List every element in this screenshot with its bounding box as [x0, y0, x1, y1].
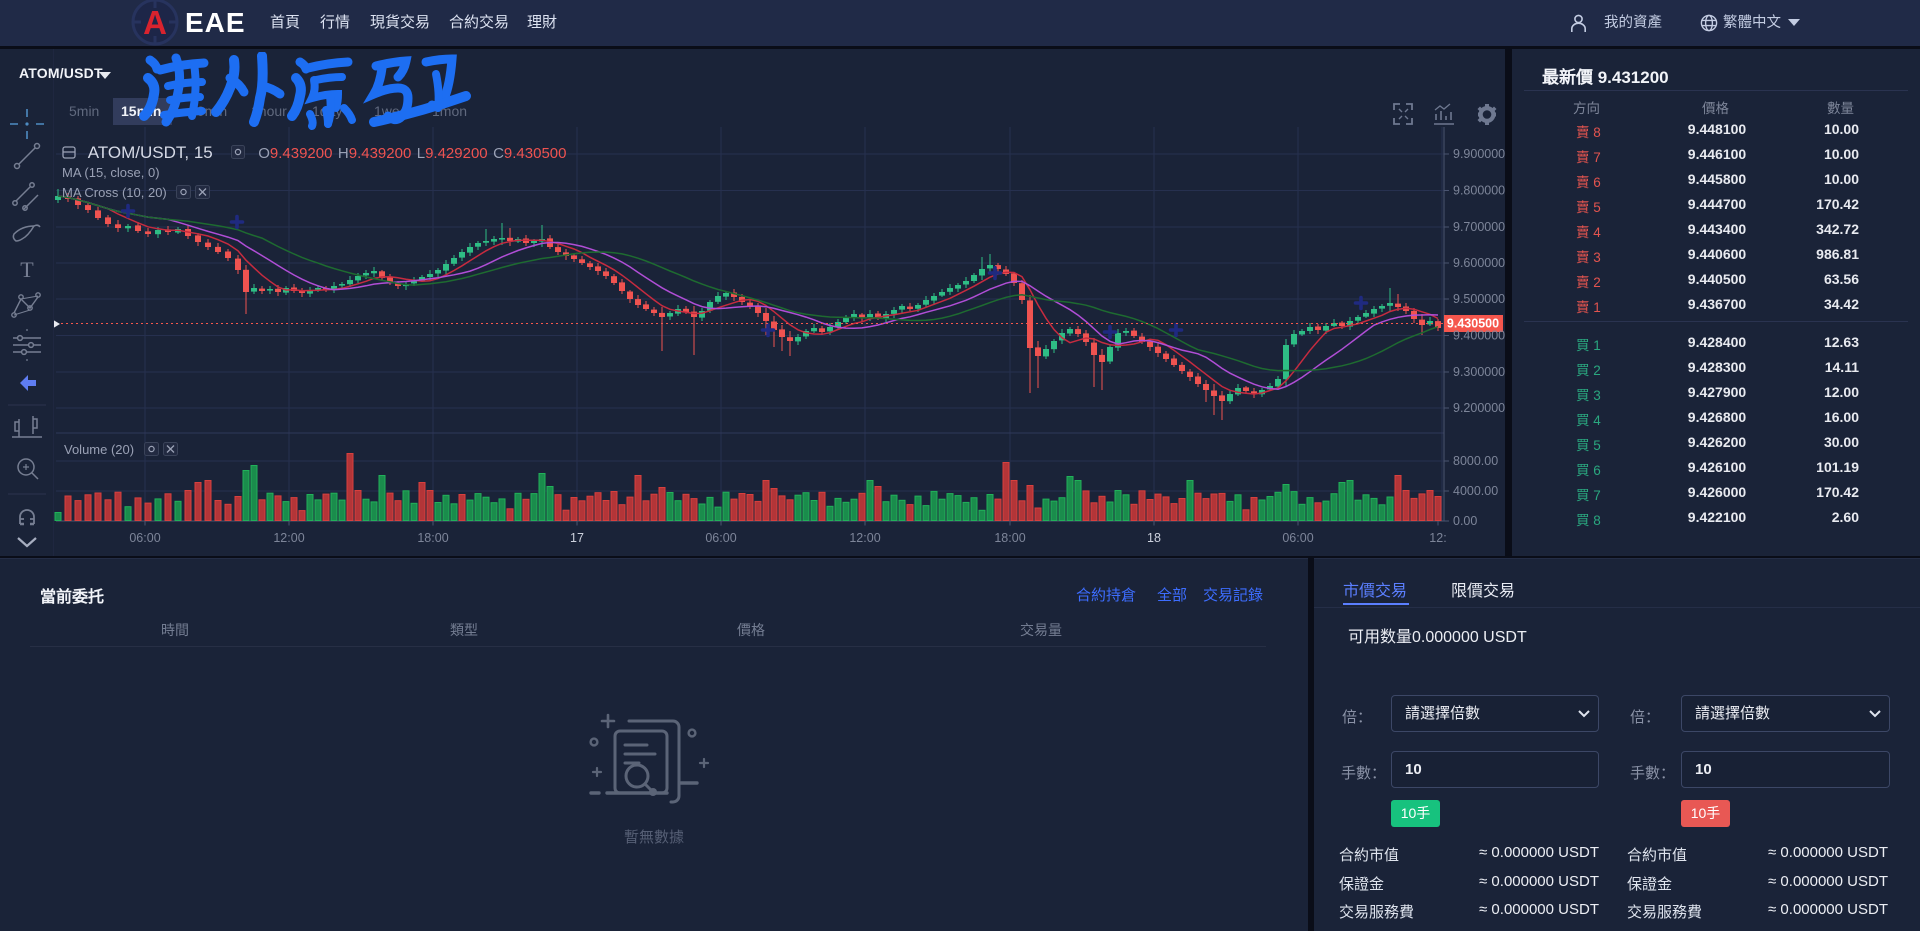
svg-text:9.800000: 9.800000: [1453, 184, 1505, 198]
svg-text:9.600000: 9.600000: [1453, 256, 1505, 270]
svg-text:06:00: 06:00: [1282, 531, 1313, 545]
svg-text:17: 17: [570, 531, 584, 545]
svg-text:T: T: [20, 257, 34, 282]
svg-text:9.400000: 9.400000: [1453, 329, 1505, 343]
svg-text:9.300000: 9.300000: [1453, 365, 1505, 379]
svg-text:A: A: [143, 4, 167, 41]
svg-text:0.00: 0.00: [1453, 514, 1477, 528]
svg-text:18:00: 18:00: [994, 531, 1025, 545]
svg-text:9.500000: 9.500000: [1453, 292, 1505, 306]
svg-text:12:00: 12:00: [273, 531, 304, 545]
svg-text:8000.00: 8000.00: [1453, 454, 1498, 468]
svg-text:06:00: 06:00: [705, 531, 736, 545]
svg-text:18:00: 18:00: [417, 531, 448, 545]
svg-text:9.900000: 9.900000: [1453, 147, 1505, 161]
svg-text:9.200000: 9.200000: [1453, 401, 1505, 415]
svg-text:9.700000: 9.700000: [1453, 220, 1505, 234]
svg-text:12:: 12:: [1429, 531, 1446, 545]
svg-text:06:00: 06:00: [129, 531, 160, 545]
svg-text:12:00: 12:00: [849, 531, 880, 545]
svg-text:18: 18: [1147, 531, 1161, 545]
svg-text:9.430500: 9.430500: [1447, 317, 1499, 331]
svg-text:4000.00: 4000.00: [1453, 484, 1498, 498]
